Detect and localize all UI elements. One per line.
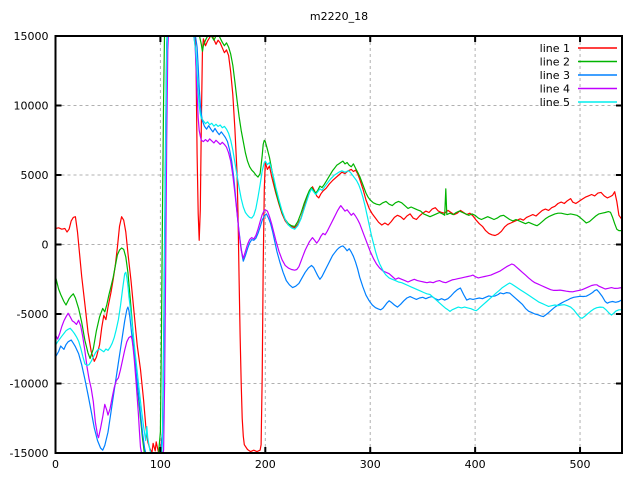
legend-label: line 4 [540, 83, 570, 96]
y-tick-label: 5000 [21, 169, 49, 182]
series-line-4 [55, 36, 622, 453]
x-tick-label: 300 [360, 458, 381, 471]
x-tick-label: 400 [465, 458, 486, 471]
legend-entry: line 4 [540, 83, 617, 96]
legend-label: line 2 [540, 56, 570, 69]
legend-entry: line 5 [540, 96, 617, 109]
series-line-1 [55, 36, 622, 453]
series-line-3 [55, 36, 622, 453]
series-line-5 [55, 36, 622, 453]
legend-label: line 3 [540, 69, 570, 82]
x-tick-label: 100 [150, 458, 171, 471]
legend-entry: line 1 [540, 42, 617, 55]
x-tick-label: 200 [255, 458, 276, 471]
legend-label: line 5 [540, 96, 570, 109]
x-tick-label: 0 [52, 458, 59, 471]
y-tick-label: -5000 [17, 308, 49, 321]
y-tick-label: -15000 [10, 447, 49, 460]
series-lines [55, 36, 622, 453]
legend-label: line 1 [540, 42, 570, 55]
axes-border [54, 35, 623, 454]
y-tick-label: -10000 [10, 378, 49, 391]
y-tick-label: 10000 [14, 100, 49, 113]
legend-entry: line 2 [540, 56, 617, 69]
y-tick-label: 15000 [14, 30, 49, 43]
y-tick-label: 0 [42, 239, 49, 252]
chart-title: m2220_18 [309, 10, 369, 23]
axis-labels: -15000 -10000 -5000 0 5000 10000 15000 0 100 200 3… [10, 30, 591, 471]
legend-entry: line 3 [540, 69, 617, 82]
x-tick-label: 500 [570, 458, 591, 471]
series-line-2 [55, 36, 622, 453]
